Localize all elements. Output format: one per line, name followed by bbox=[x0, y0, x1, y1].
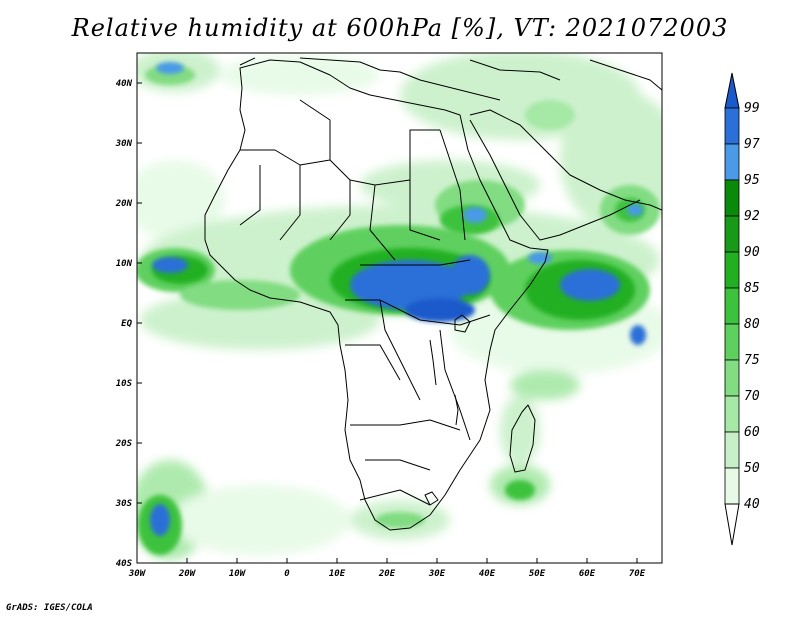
colorbar-segment bbox=[724, 179, 740, 217]
x-tick-label: 20E bbox=[378, 569, 396, 579]
x-tick-label: 30W bbox=[128, 569, 147, 579]
y-axis: 40N 30N 20N 10N EQ 10S 20S 30S 40S bbox=[115, 79, 142, 569]
colorbar-label: 80 bbox=[744, 317, 760, 332]
x-tick-label: 70E bbox=[629, 569, 646, 579]
y-tick-label: 40S bbox=[116, 559, 133, 569]
africa-coastline bbox=[204, 59, 549, 531]
x-tick-label: 20W bbox=[178, 569, 197, 579]
colorbar-label: 95 bbox=[744, 173, 760, 188]
colorbar-label: 99 bbox=[744, 101, 760, 116]
colorbar-segment bbox=[724, 215, 740, 253]
x-axis: 30W 20W 10W 0 10E 20E 30E 40E 50E 60E 70… bbox=[128, 558, 646, 579]
colorbar-segment bbox=[724, 467, 740, 505]
x-tick-label: 0 bbox=[284, 569, 290, 579]
x-tick-label: 30E bbox=[428, 569, 446, 579]
colorbar-segment bbox=[724, 143, 740, 181]
chart-title: Relative humidity at 600hPa [%], VT: 202… bbox=[71, 14, 729, 42]
colorbar-segment bbox=[724, 287, 740, 325]
map-frame bbox=[136, 52, 663, 564]
colorbar-label: 75 bbox=[744, 353, 760, 368]
europe-coastline bbox=[239, 57, 662, 101]
colorbar-segment bbox=[724, 107, 740, 145]
y-tick-label: 20S bbox=[115, 439, 133, 449]
x-tick-label: 10W bbox=[229, 569, 247, 579]
colorbar-label: 40 bbox=[744, 497, 760, 512]
y-tick-label: 30S bbox=[115, 499, 133, 509]
credit-label: GrADS: IGES/COLA bbox=[6, 603, 93, 613]
arabia-coastline bbox=[469, 109, 662, 241]
madagascar-coastline bbox=[509, 404, 536, 473]
colorbar-label: 97 bbox=[744, 137, 760, 152]
colorbar-top-arrow bbox=[724, 72, 740, 109]
colorbar-segment bbox=[724, 395, 740, 433]
y-tick-label: 20N bbox=[115, 199, 133, 209]
colorbar-segment bbox=[724, 251, 740, 289]
lake-tanganyika bbox=[429, 339, 437, 386]
coastline-borders bbox=[204, 57, 662, 531]
lesotho bbox=[424, 491, 439, 506]
x-tick-label: 50E bbox=[529, 569, 546, 579]
y-tick-label: 10S bbox=[116, 379, 133, 389]
colorbar-label: 70 bbox=[744, 389, 760, 404]
colorbar: 99 97 95 92 90 85 80 75 70 60 50 40 bbox=[724, 72, 760, 546]
lake-malawi bbox=[454, 394, 459, 426]
colorbar-label: 92 bbox=[744, 209, 760, 224]
y-tick-label: 30N bbox=[115, 139, 133, 149]
colorbar-label: 50 bbox=[744, 461, 760, 476]
y-tick-label: EQ bbox=[121, 319, 132, 329]
colorbar-segment bbox=[724, 431, 740, 469]
y-tick-label: 10N bbox=[116, 259, 133, 269]
x-tick-label: 10E bbox=[329, 569, 346, 579]
colorbar-label: 60 bbox=[744, 425, 760, 440]
colorbar-segment bbox=[724, 323, 740, 361]
colorbar-segment bbox=[724, 359, 740, 397]
colorbar-label: 90 bbox=[744, 245, 760, 260]
colorbar-bottom-arrow bbox=[724, 503, 740, 546]
lake-victoria bbox=[454, 314, 471, 333]
x-tick-label: 40E bbox=[479, 569, 496, 579]
x-tick-label: 60E bbox=[579, 569, 596, 579]
colorbar-label: 85 bbox=[744, 281, 760, 296]
y-tick-label: 40N bbox=[116, 79, 133, 89]
country-borders bbox=[239, 99, 491, 506]
humidity-field bbox=[137, 53, 662, 560]
